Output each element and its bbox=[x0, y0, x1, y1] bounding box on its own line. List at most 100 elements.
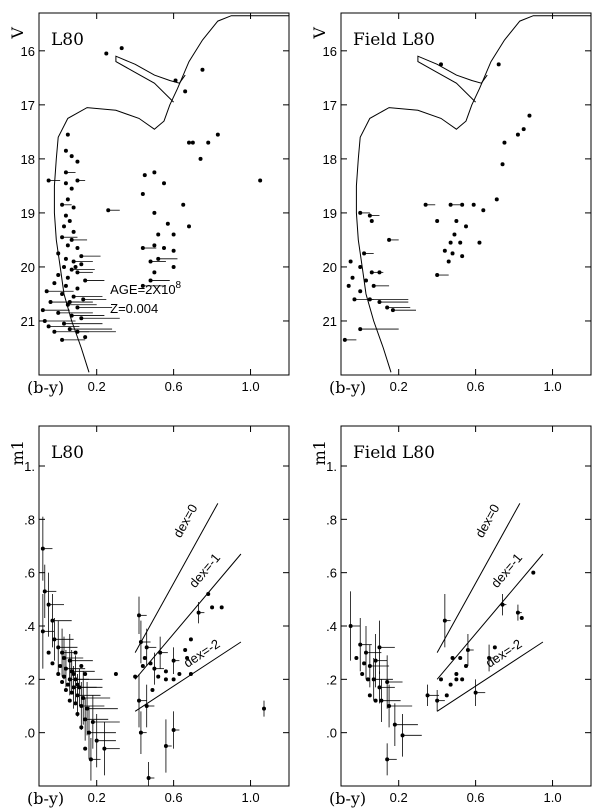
plot-frame bbox=[340, 12, 592, 376]
x-tick-label: 0.6 bbox=[467, 790, 485, 805]
x-axis-label: (b-y) bbox=[329, 378, 366, 397]
data-point bbox=[60, 202, 65, 207]
data-point bbox=[71, 229, 76, 234]
data-point bbox=[262, 706, 266, 711]
data-point bbox=[42, 318, 47, 323]
data-point bbox=[152, 243, 157, 248]
annotation-superscript: 8 bbox=[176, 280, 182, 291]
y-tick-label: 1. bbox=[326, 459, 337, 474]
data-point bbox=[152, 210, 157, 215]
data-point bbox=[146, 776, 151, 780]
panel-m1_field: 0.2 0.6 1.0 .0 .2 .4 .6 .8 1. (b-y) m1 Field L80 dex… bbox=[310, 425, 592, 808]
data-point bbox=[148, 661, 153, 666]
data-point bbox=[454, 677, 459, 682]
annotation: Z=0.004 bbox=[110, 301, 158, 316]
y-tick-label: 21 bbox=[21, 314, 35, 329]
panel-title: Field L80 bbox=[353, 30, 435, 50]
data-point bbox=[140, 246, 145, 251]
data-point bbox=[215, 132, 220, 137]
data-point bbox=[83, 335, 88, 340]
data-point bbox=[387, 237, 392, 242]
data-point bbox=[163, 677, 168, 682]
data-point bbox=[150, 688, 155, 692]
plot-area bbox=[342, 15, 591, 373]
metallicity-label: dex=-1 bbox=[488, 550, 525, 590]
data-point bbox=[50, 618, 55, 623]
data-point bbox=[69, 690, 74, 695]
data-point bbox=[90, 720, 95, 724]
data-point bbox=[494, 197, 499, 202]
x-axis-label: (b-y) bbox=[27, 378, 64, 397]
y-tick-label: .0 bbox=[24, 726, 35, 741]
data-point bbox=[196, 610, 201, 615]
data-point bbox=[173, 78, 178, 83]
data-point bbox=[500, 602, 505, 607]
y-tick-label: 18 bbox=[323, 152, 337, 167]
plot-frame bbox=[340, 425, 592, 787]
data-point bbox=[83, 672, 88, 676]
data-point bbox=[452, 232, 457, 237]
y-tick-label: 16 bbox=[323, 44, 337, 59]
metallicity-line bbox=[134, 641, 242, 712]
y-tick-label: .8 bbox=[24, 512, 35, 527]
data-point bbox=[200, 67, 205, 72]
data-point bbox=[67, 698, 72, 703]
data-point bbox=[348, 259, 353, 264]
y-axis-label: m1 bbox=[8, 440, 27, 465]
data-point bbox=[75, 305, 80, 310]
data-point bbox=[460, 202, 465, 207]
data-point bbox=[450, 251, 455, 256]
data-point bbox=[364, 278, 368, 283]
data-point bbox=[206, 592, 211, 596]
plot-area bbox=[40, 503, 266, 786]
data-point bbox=[171, 264, 176, 269]
data-point bbox=[56, 251, 61, 256]
data-point bbox=[106, 208, 111, 213]
data-point bbox=[65, 682, 70, 687]
data-point bbox=[171, 728, 176, 732]
data-point bbox=[73, 264, 78, 269]
data-point bbox=[385, 305, 390, 310]
isochrone-line bbox=[355, 15, 591, 373]
data-point bbox=[390, 308, 395, 313]
data-point bbox=[458, 656, 463, 660]
data-point bbox=[450, 656, 455, 660]
data-point bbox=[81, 297, 86, 302]
data-point bbox=[88, 757, 93, 762]
data-point bbox=[448, 682, 453, 687]
data-point bbox=[144, 645, 149, 650]
data-point bbox=[473, 690, 478, 695]
data-point bbox=[435, 273, 440, 278]
data-point bbox=[515, 132, 520, 137]
y-tick-label: 18 bbox=[21, 152, 35, 167]
data-point bbox=[377, 645, 382, 650]
data-point bbox=[60, 337, 65, 342]
data-point bbox=[79, 316, 84, 321]
data-point bbox=[162, 246, 166, 251]
data-point bbox=[140, 192, 145, 196]
data-point bbox=[63, 666, 68, 671]
data-point bbox=[385, 757, 390, 762]
panel-m1_l80: 0.2 0.6 1.0 .0 .2 .4 .6 .8 1. (b-y) m1 L80 dex=0 dex=… bbox=[8, 425, 290, 808]
panel-title: Field L80 bbox=[353, 443, 435, 463]
data-point bbox=[65, 197, 70, 202]
data-point bbox=[367, 297, 372, 302]
data-point bbox=[62, 656, 66, 660]
data-point bbox=[102, 746, 107, 751]
annotation: AGE=2X108 bbox=[110, 280, 181, 297]
data-point bbox=[152, 270, 157, 275]
metallicity-line bbox=[436, 503, 521, 653]
data-point bbox=[156, 232, 161, 237]
data-point bbox=[188, 672, 193, 676]
data-point bbox=[219, 605, 224, 610]
data-point bbox=[435, 698, 440, 703]
data-point bbox=[73, 677, 78, 682]
data-point bbox=[515, 610, 520, 615]
data-point bbox=[85, 706, 90, 711]
data-point bbox=[162, 181, 166, 186]
y-tick-label: 19 bbox=[323, 206, 337, 221]
x-tick-label: 1.0 bbox=[543, 379, 561, 394]
data-point bbox=[425, 693, 430, 698]
data-point bbox=[171, 232, 176, 237]
